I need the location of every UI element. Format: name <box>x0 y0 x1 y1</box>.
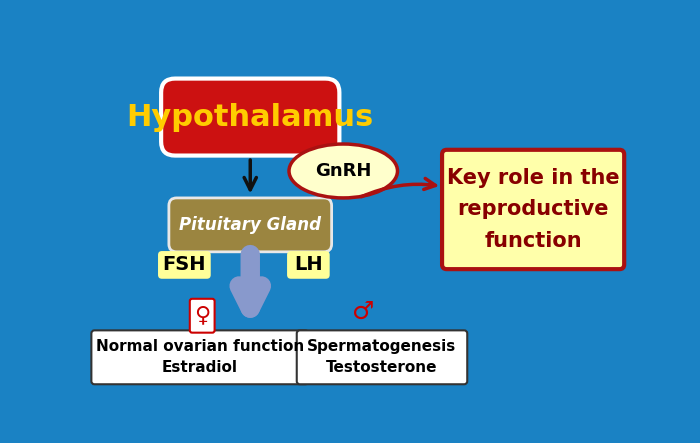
FancyBboxPatch shape <box>92 330 309 384</box>
Text: LH: LH <box>294 256 323 274</box>
FancyBboxPatch shape <box>287 251 330 279</box>
Text: Spermatogenesis
Testosterone: Spermatogenesis Testosterone <box>307 339 456 375</box>
Ellipse shape <box>289 144 398 198</box>
FancyBboxPatch shape <box>158 251 211 279</box>
Text: FSH: FSH <box>162 256 206 274</box>
Text: GnRH: GnRH <box>315 162 372 180</box>
FancyBboxPatch shape <box>442 150 624 269</box>
Text: Key role in the
reproductive
function: Key role in the reproductive function <box>447 168 620 251</box>
FancyBboxPatch shape <box>190 299 215 333</box>
Text: ♀: ♀ <box>194 306 210 326</box>
Text: ♂: ♂ <box>352 300 375 324</box>
FancyBboxPatch shape <box>169 198 332 252</box>
FancyBboxPatch shape <box>161 78 340 155</box>
Text: Hypothalamus: Hypothalamus <box>127 103 374 132</box>
FancyBboxPatch shape <box>297 330 468 384</box>
Text: Pituitary Gland: Pituitary Gland <box>179 216 321 234</box>
Text: Normal ovarian function
Estradiol: Normal ovarian function Estradiol <box>96 339 304 375</box>
